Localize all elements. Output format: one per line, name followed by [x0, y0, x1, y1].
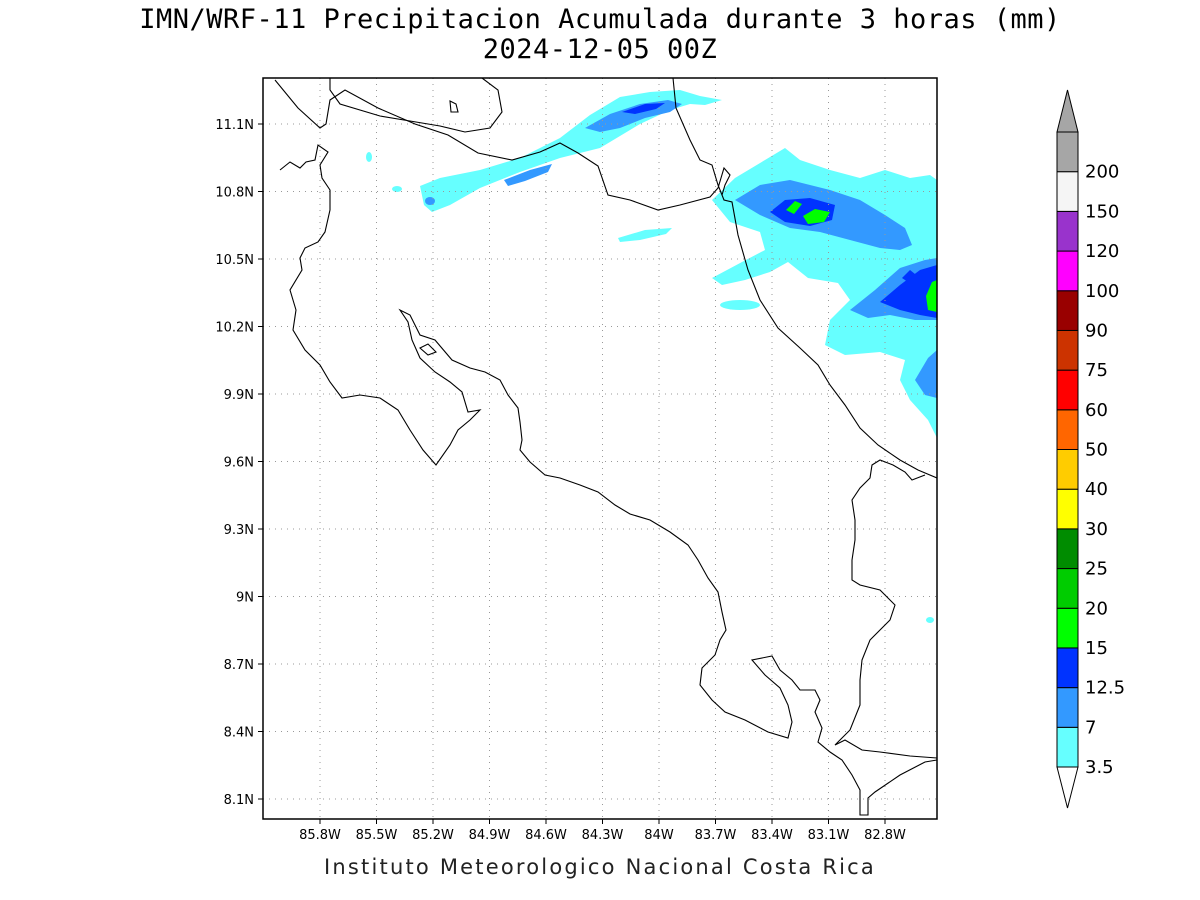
colorbar-label: 120 — [1085, 241, 1119, 262]
colorbar-label: 50 — [1085, 440, 1108, 461]
colorbar-swatch — [1056, 329, 1079, 371]
nicoya-island — [419, 343, 437, 356]
colorbar-label: 7 — [1085, 717, 1096, 738]
colorbar-swatch — [1056, 290, 1079, 331]
longitude-label: 84.6W — [525, 828, 567, 843]
colorbar-swatch — [1056, 488, 1079, 530]
precip-area-green — [803, 209, 830, 224]
panama-border-line — [834, 459, 937, 759]
longitude-label: 85.2W — [412, 828, 454, 843]
precip-area-cyan — [366, 152, 372, 162]
colorbar-swatch — [1056, 647, 1079, 689]
colorbar-arrow-bottom — [1056, 766, 1079, 809]
latitude-label: 8.4N — [224, 726, 254, 741]
precip-area-cyan — [618, 228, 672, 242]
precip-area-blue — [504, 164, 552, 186]
colorbar-label: 20 — [1085, 598, 1108, 619]
ometepe-island — [449, 100, 459, 113]
colorbar-swatch — [1056, 568, 1079, 609]
longitude-label: 82.8W — [864, 828, 906, 843]
latitude-label: 10.2N — [215, 321, 254, 336]
colorbar-swatch — [1056, 607, 1079, 649]
longitude-labels: 85.8W 85.5W 85.2W 84.9W 84.6W 84.3W 84W 83.7W 83… — [299, 828, 906, 843]
colorbar-swatch — [1056, 210, 1079, 252]
colorbar-swatch — [1056, 250, 1079, 292]
longitude-label: 84.9W — [469, 828, 511, 843]
precip-area-cyan — [720, 300, 760, 310]
precip-area-darkblue — [880, 265, 937, 318]
precip-area-green — [926, 280, 937, 312]
latitude-label: 10.5N — [215, 253, 254, 268]
latitude-label: 9.3N — [224, 523, 254, 538]
map-date: 2024-12-05 00Z — [482, 34, 718, 65]
latitude-label: 9.9N — [224, 388, 254, 403]
footer-credit: Instituto Meteorologico Nacional Costa R… — [324, 855, 876, 879]
precip-area-darkblue — [622, 103, 665, 114]
map-frame — [262, 77, 938, 820]
latitude-labels: 11.1N 10.8N 10.5N 10.2N 9.9N 9.6N 9.3N 9N 8.7N 8.… — [215, 118, 254, 808]
map-title: IMN/WRF-11 Precipitacion Acumulada duran… — [139, 4, 1061, 35]
colorbar-label: 200 — [1085, 162, 1119, 183]
colorbar-swatch — [1056, 449, 1079, 490]
colorbar-label: 12.5 — [1085, 678, 1125, 699]
precip-area-cyan — [926, 617, 934, 623]
longitude-label: 85.5W — [356, 828, 398, 843]
colorbar-arrow-top — [1056, 89, 1079, 133]
colorbar-label: 150 — [1085, 201, 1119, 222]
precip-area-blue — [915, 350, 937, 398]
latitude-label: 11.1N — [215, 118, 254, 133]
latitude-label: 9N — [236, 591, 254, 606]
coastline — [274, 78, 937, 816]
colorbar-swatch — [1056, 131, 1079, 173]
latitude-label: 10.8N — [215, 186, 254, 201]
caribbean-coastline — [672, 78, 937, 479]
colorbar-label: 75 — [1085, 360, 1108, 381]
lake-nicaragua-shore — [329, 78, 503, 133]
gridlines — [263, 78, 937, 819]
longitude-label: 84.3W — [582, 828, 624, 843]
colorbar-label: 3.5 — [1085, 757, 1114, 778]
precip-area-cyan — [420, 90, 722, 212]
precip-area-blue — [585, 100, 682, 132]
colorbar: 3.5 7 12.5 15 20 25 30 40 50 60 75 90 100 120 150 200 — [1056, 89, 1125, 809]
longitude-label: 83.7W — [695, 828, 737, 843]
colorbar-swatch — [1056, 369, 1079, 411]
colorbar-swatch — [1056, 528, 1079, 570]
colorbar-label: 15 — [1085, 638, 1108, 659]
axis-ticks — [258, 123, 886, 824]
precip-area-darkblue — [902, 270, 915, 282]
latitude-label: 9.6N — [224, 456, 254, 471]
precip-area-green — [786, 201, 802, 214]
colorbar-label: 25 — [1085, 559, 1108, 580]
colorbar-label: 40 — [1085, 479, 1108, 500]
precip-area-cyan — [392, 186, 402, 192]
colorbar-swatch — [1056, 726, 1079, 768]
precipitation-field — [366, 90, 937, 623]
longitude-label: 85.8W — [299, 828, 341, 843]
latitude-label: 8.1N — [224, 793, 254, 808]
colorbar-label: 60 — [1085, 400, 1108, 421]
longitude-label: 84W — [644, 828, 674, 843]
longitude-label: 83.1W — [808, 828, 850, 843]
nicaragua-border-line — [274, 79, 731, 211]
colorbar-swatch — [1056, 687, 1079, 728]
longitude-label: 83.4W — [751, 828, 793, 843]
colorbar-label: 30 — [1085, 519, 1108, 540]
colorbar-label: 90 — [1085, 320, 1108, 341]
colorbar-swatch — [1056, 409, 1079, 450]
pacific-coastline — [279, 144, 937, 816]
colorbar-label: 100 — [1085, 281, 1119, 302]
colorbar-swatch — [1056, 171, 1079, 212]
latitude-label: 8.7N — [224, 658, 254, 673]
